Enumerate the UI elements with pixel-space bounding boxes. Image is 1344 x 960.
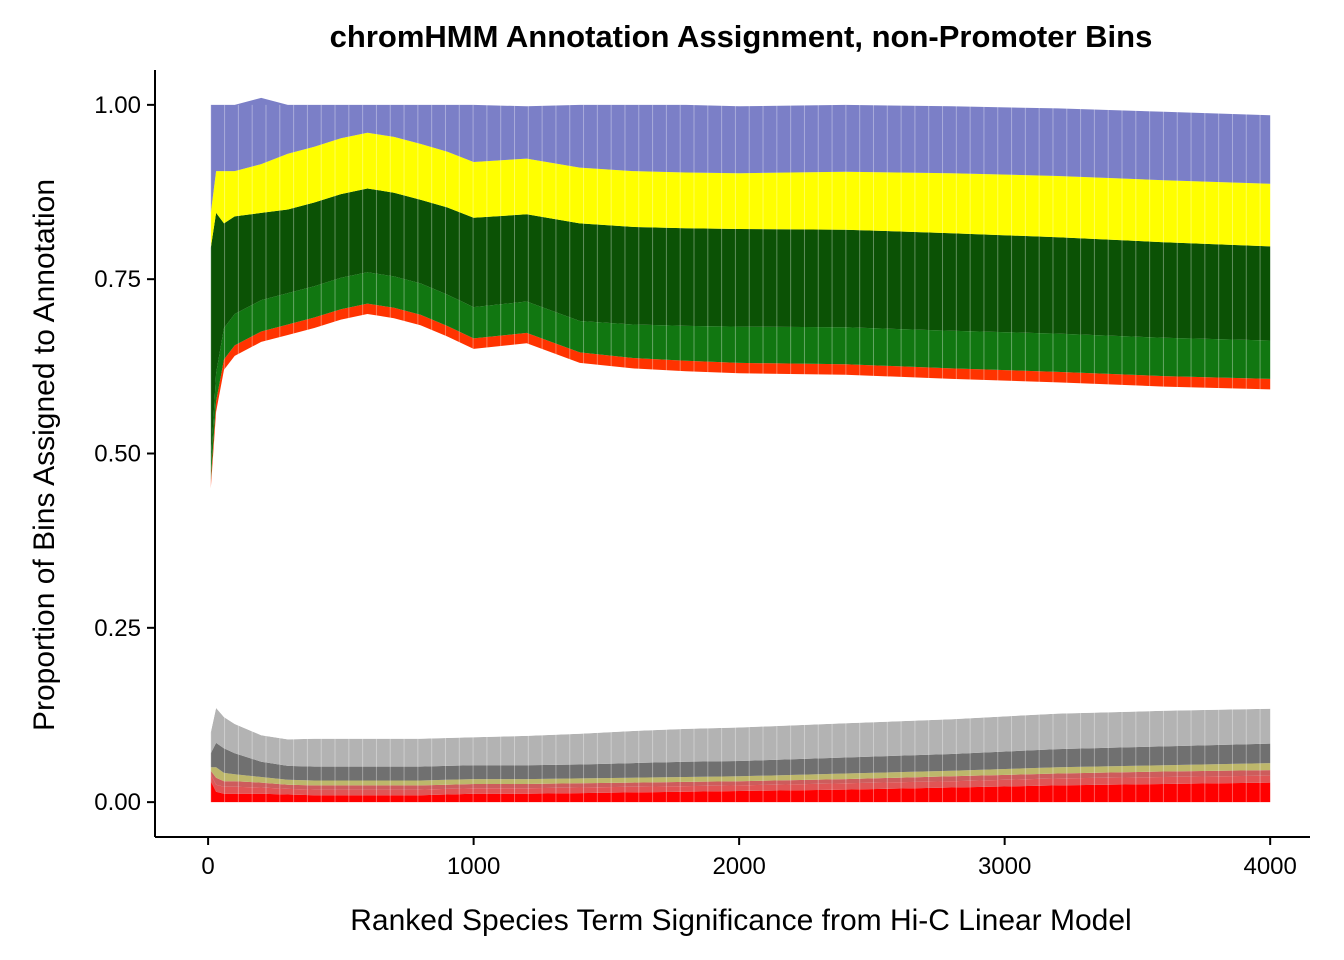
area-layer-11 bbox=[210, 97, 1271, 213]
chart-title: chromHMM Annotation Assignment, non-Prom… bbox=[330, 19, 1153, 54]
area-layer-0 bbox=[210, 781, 1271, 803]
area-layer-4 bbox=[210, 742, 1271, 781]
area-layer-3 bbox=[210, 763, 1271, 786]
stacked-area-layers bbox=[210, 97, 1271, 803]
area-layer-9 bbox=[210, 188, 1271, 464]
y-tick-label: 0.00 bbox=[94, 789, 141, 816]
area-layer-7 bbox=[210, 303, 1271, 489]
y-tick-label: 0.75 bbox=[94, 266, 141, 293]
x-axis-ticks: 0 1000 2000 3000 4000 bbox=[201, 837, 1297, 880]
area-layer-6 bbox=[210, 314, 1271, 740]
bin-stripes bbox=[210, 104, 1261, 803]
area-layer-8 bbox=[210, 272, 1271, 482]
area-layer-5 bbox=[210, 708, 1271, 767]
y-tick-label: 0.50 bbox=[94, 441, 141, 468]
x-tick-label: 0 bbox=[201, 853, 214, 880]
x-tick-label: 1000 bbox=[447, 853, 500, 880]
x-axis-title: Ranked Species Term Significance from Hi… bbox=[350, 904, 1131, 937]
x-tick-label: 3000 bbox=[978, 853, 1031, 880]
area-layer-2 bbox=[210, 770, 1271, 790]
x-tick-label: 4000 bbox=[1243, 853, 1296, 880]
area-layer-1 bbox=[210, 774, 1271, 796]
y-tick-label: 0.25 bbox=[94, 615, 141, 642]
x-tick-label: 2000 bbox=[712, 853, 765, 880]
y-axis-title: Proportion of Bins Assigned to Annotatio… bbox=[28, 179, 61, 731]
y-tick-label: 1.00 bbox=[94, 92, 141, 119]
y-axis-ticks: 0.00 0.25 0.50 0.75 1.00 bbox=[94, 92, 155, 816]
area-layer-10 bbox=[210, 132, 1271, 248]
